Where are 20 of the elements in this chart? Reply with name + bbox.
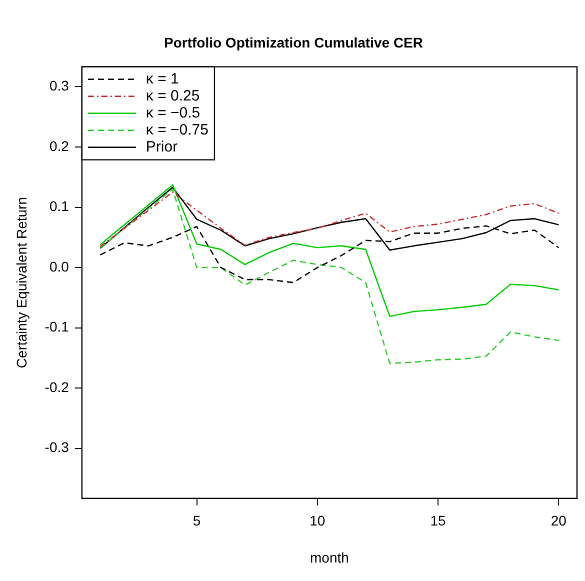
y-tick-label: -0.3 [44, 439, 70, 456]
line-series [100, 188, 560, 364]
x-tick-label: 5 [192, 512, 201, 529]
legend-label: κ = 1 [146, 70, 179, 88]
y-tick-label: 0.1 [49, 198, 70, 214]
y-tick-label: 0.2 [49, 138, 70, 154]
legend-label: κ = 0.25 [146, 87, 200, 104]
y-tick-label: 0.0 [49, 258, 70, 274]
x-tick-label: 10 [310, 512, 326, 529]
legend-label: Prior [146, 138, 178, 156]
legend-label: κ = −0.75 [146, 121, 208, 138]
y-tick-label: -0.1 [44, 318, 70, 335]
y-tick-label: 0.3 [49, 78, 70, 94]
x-tick-label: 15 [430, 512, 446, 529]
x-axis-title: month [310, 549, 349, 566]
x-tick-label: 20 [550, 512, 567, 529]
y-axis-title: Certainty Equivalent Return [13, 197, 30, 368]
chart-title: Portfolio Optimization Cumulative CER [164, 34, 424, 50]
y-tick-label: -0.2 [44, 378, 70, 395]
legend-label: κ = −0.5 [146, 104, 200, 122]
